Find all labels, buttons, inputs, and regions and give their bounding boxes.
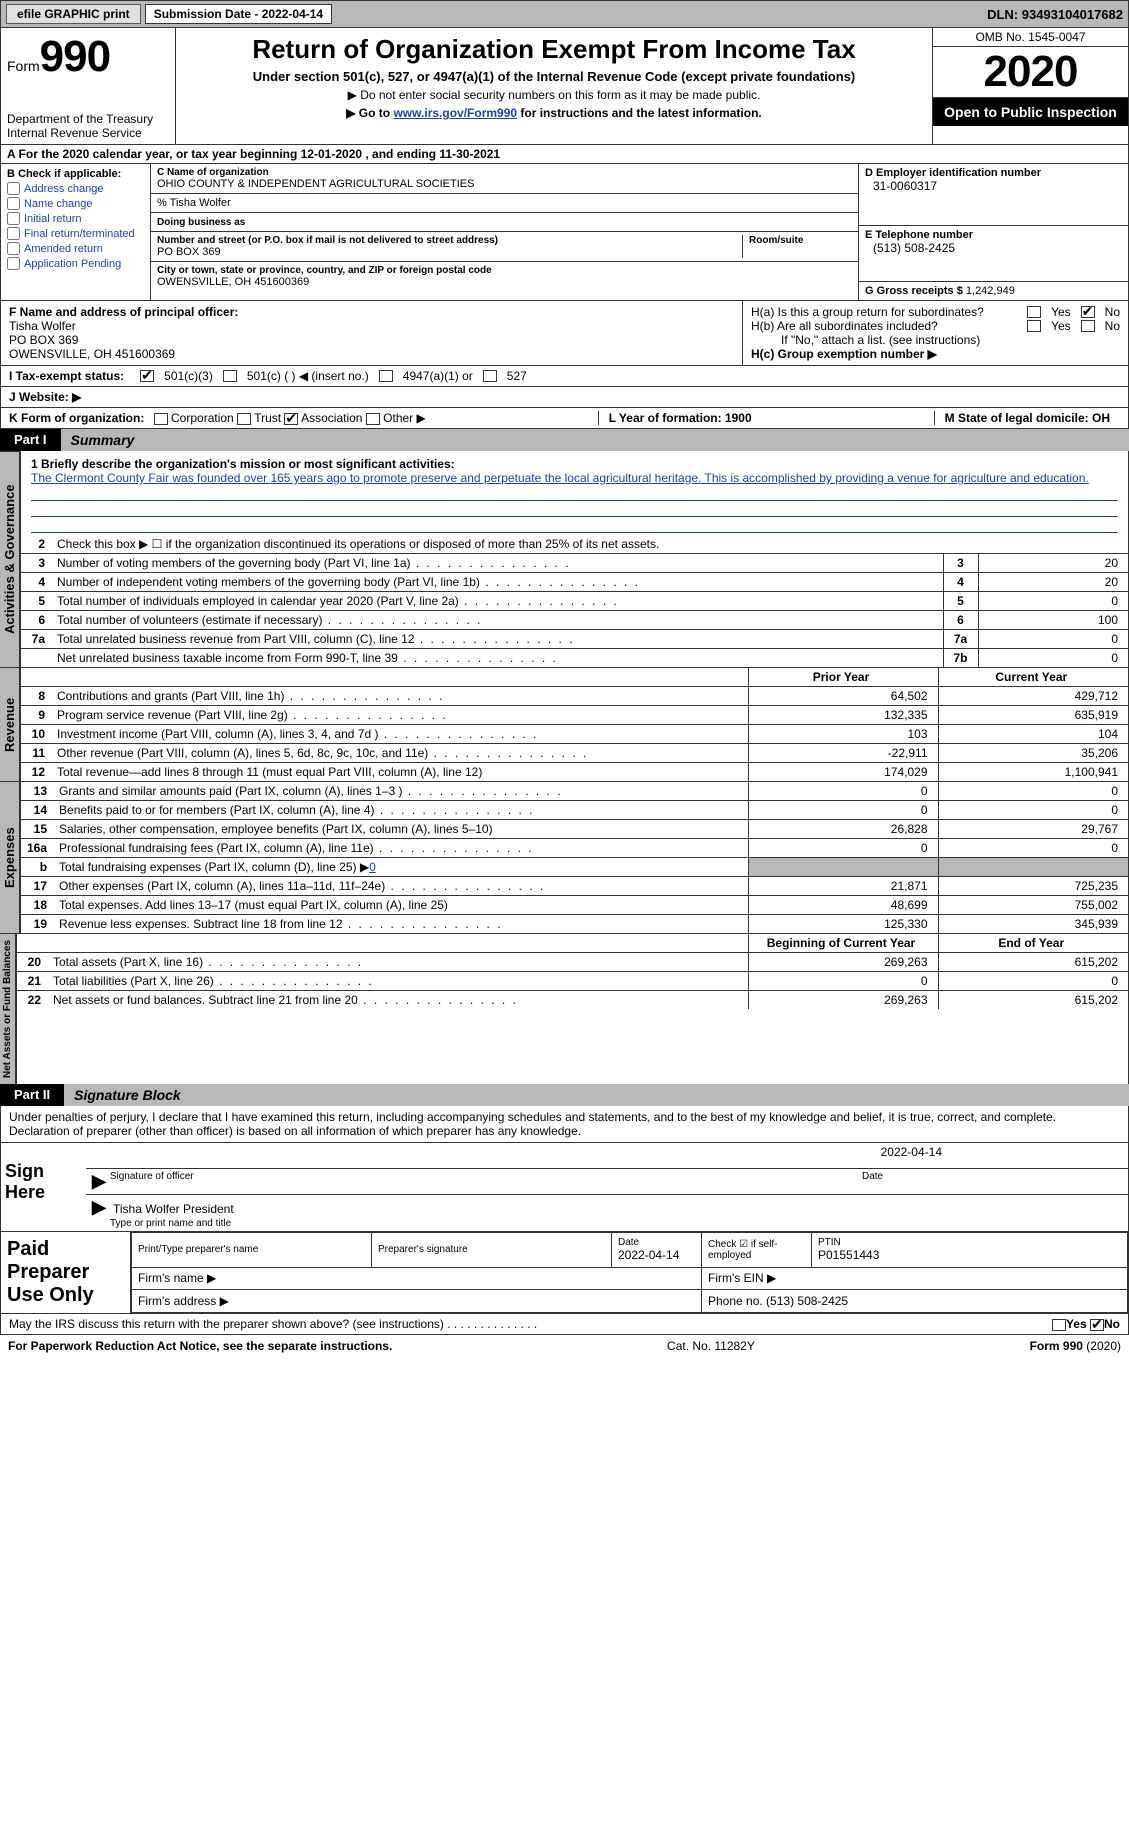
section-b-title: B Check if applicable: <box>7 168 144 180</box>
chk-other[interactable] <box>366 413 380 425</box>
officer-print-name: Tisha Wolfer President <box>113 1202 234 1216</box>
declaration: Under penalties of perjury, I declare th… <box>0 1106 1129 1143</box>
ein-value: 31-0060317 <box>873 179 1122 193</box>
city-label: City or town, state or province, country… <box>157 265 852 276</box>
discuss-row: May the IRS discuss this return with the… <box>0 1314 1129 1335</box>
sig-officer-label: Signature of officer <box>110 1171 862 1192</box>
chk-amended[interactable] <box>7 242 20 255</box>
phone-value: (513) 508-2425 <box>873 241 1122 255</box>
row-klm: K Form of organization: Corporation Trus… <box>0 408 1129 429</box>
chk-pending[interactable] <box>7 257 20 270</box>
form-title: Return of Organization Exempt From Incom… <box>184 34 924 65</box>
chk-501c[interactable] <box>223 370 237 382</box>
officer-addr1: PO BOX 369 <box>9 333 734 347</box>
form990-link[interactable]: www.irs.gov/Form990 <box>393 106 517 120</box>
chk-trust[interactable] <box>237 413 251 425</box>
firm-phone: Phone no. (513) 508-2425 <box>702 1290 1128 1313</box>
row-i-tax-status: I Tax-exempt status: 501(c)(3) 501(c) ( … <box>0 366 1129 387</box>
sign-here-label: Sign Here <box>1 1143 86 1231</box>
chk-address-change[interactable] <box>7 182 20 195</box>
chk-initial-return[interactable] <box>7 212 20 225</box>
officer-addr2: OWENSVILLE, OH 451600369 <box>9 347 734 361</box>
chk-4947[interactable] <box>379 370 393 382</box>
room-label: Room/suite <box>749 235 852 246</box>
chk-501c3[interactable] <box>140 370 154 382</box>
chk-name-change[interactable] <box>7 197 20 210</box>
form-subtitle: Under section 501(c), 527, or 4947(a)(1)… <box>184 69 924 84</box>
line-1-label: 1 Briefly describe the organization's mi… <box>31 457 1118 471</box>
line-2: Check this box ▶ ☐ if the organization d… <box>51 535 1128 554</box>
form-number: Form990 <box>7 32 169 82</box>
officer-name: Tisha Wolfer <box>9 319 734 333</box>
officer-label: F Name and address of principal officer: <box>9 305 734 319</box>
care-of: % Tisha Wolfer <box>151 194 858 213</box>
row-a-tax-year: A For the 2020 calendar year, or tax yea… <box>0 145 1129 164</box>
efile-print-button[interactable]: efile GRAPHIC print <box>6 4 141 24</box>
dln: DLN: 93493104017682 <box>987 7 1123 22</box>
side-governance: Activities & Governance <box>0 451 20 667</box>
state-domicile: M State of legal domicile: OH <box>934 411 1120 425</box>
sig-date: 2022-04-14 <box>881 1145 942 1166</box>
h-c: H(c) Group exemption number ▶ <box>751 347 1120 361</box>
h-b2: If "No," attach a list. (see instruction… <box>751 333 1120 347</box>
instruction-2: ▶ Go to www.irs.gov/Form990 for instruct… <box>184 106 924 120</box>
firm-address: Firm's address ▶ <box>132 1290 702 1313</box>
h-a: H(a) Is this a group return for subordin… <box>751 305 1120 319</box>
mission-text: The Clermont County Fair was founded ove… <box>31 471 1118 485</box>
gross-receipts-label: G Gross receipts $ <box>865 285 963 297</box>
org-name: OHIO COUNTY & INDEPENDENT AGRICULTURAL S… <box>157 178 852 190</box>
form-header: Form990 Department of the Treasury Inter… <box>0 28 1129 145</box>
page-footer: For Paperwork Reduction Act Notice, see … <box>0 1335 1129 1357</box>
instruction-1: ▶ Do not enter social security numbers o… <box>184 88 924 102</box>
gross-receipts-value: 1,242,949 <box>966 285 1015 297</box>
street-address: PO BOX 369 <box>157 246 742 258</box>
fgh-section: F Name and address of principal officer:… <box>0 301 1129 366</box>
top-bar: efile GRAPHIC print Submission Date - 20… <box>0 0 1129 28</box>
part-1-header: Part I Summary <box>0 429 1129 451</box>
chk-corp[interactable] <box>154 413 168 425</box>
side-expenses: Expenses <box>0 781 20 933</box>
public-inspection: Open to Public Inspection <box>933 98 1128 126</box>
paid-preparer-label: Paid Preparer Use Only <box>1 1232 131 1313</box>
line-16b: Total fundraising expenses (Part IX, col… <box>53 858 748 877</box>
chk-final-return[interactable] <box>7 227 20 240</box>
entity-section: B Check if applicable: Address change Na… <box>0 164 1129 301</box>
sig-date-label: Date <box>862 1171 1122 1192</box>
year-formation: L Year of formation: 1900 <box>598 411 762 425</box>
side-revenue: Revenue <box>0 667 20 781</box>
tax-year: 2020 <box>933 47 1128 98</box>
side-net-assets: Net Assets or Fund Balances <box>0 933 16 1084</box>
omb-number: OMB No. 1545-0047 <box>933 28 1128 47</box>
chk-527[interactable] <box>483 370 497 382</box>
row-j-website: J Website: ▶ <box>0 387 1129 408</box>
part-2-header: Part II Signature Block <box>0 1084 1129 1106</box>
department: Department of the Treasury Internal Reve… <box>7 112 169 140</box>
firm-name: Firm's name ▶ <box>132 1267 702 1290</box>
submission-date: Submission Date - 2022-04-14 <box>145 4 332 24</box>
dba-label: Doing business as <box>157 217 245 228</box>
chk-assoc[interactable] <box>284 413 298 425</box>
city-state-zip: OWENSVILLE, OH 451600369 <box>157 276 852 288</box>
ein-label: D Employer identification number <box>865 167 1122 179</box>
org-name-label: C Name of organization <box>157 167 852 178</box>
addr-label: Number and street (or P.O. box if mail i… <box>157 235 742 246</box>
firm-ein: Firm's EIN ▶ <box>702 1267 1128 1290</box>
phone-label: E Telephone number <box>865 229 1122 241</box>
print-name-label: Type or print name and title <box>92 1218 1122 1229</box>
h-b: H(b) Are all subordinates included? Yes … <box>751 319 1120 333</box>
